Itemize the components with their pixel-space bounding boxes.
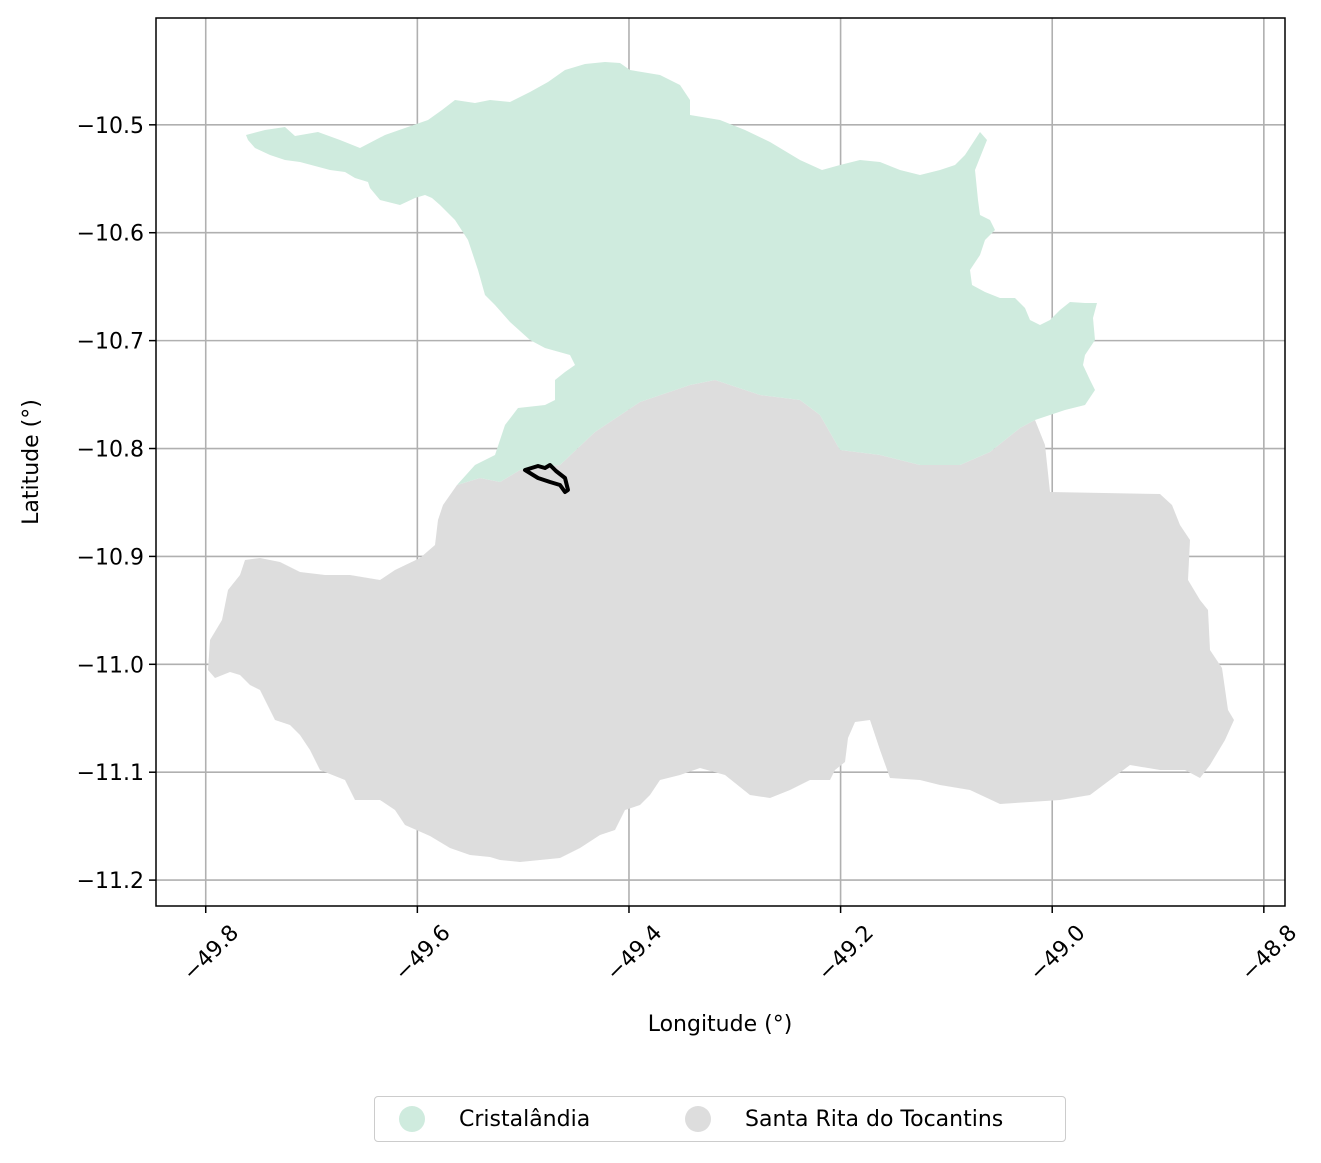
x-tick-label: −49.8	[179, 921, 244, 986]
y-axis-title: Latitude (°)	[19, 399, 44, 525]
legend-label-santa-rita: Santa Rita do Tocantins	[745, 1106, 1004, 1132]
plot-frame	[155, 17, 1286, 907]
x-tick-label: −49.2	[813, 921, 878, 986]
santa-rita-do-tocantins-area[interactable]	[208, 380, 1234, 862]
y-tick-label: −10.7	[77, 330, 144, 355]
x-tick-label: −49.0	[1025, 921, 1090, 986]
legend-item-santa-rita[interactable]: Santa Rita do Tocantins	[685, 1097, 1003, 1141]
y-tick-label: −10.8	[77, 438, 144, 463]
y-tick-label: −10.9	[77, 545, 144, 570]
cristalandia-area[interactable]	[246, 62, 1097, 485]
x-axis-title: Longitude (°)	[648, 1012, 793, 1037]
legend: Cristalândia Santa Rita do Tocantins	[374, 1096, 1066, 1142]
y-tick-label: −10.5	[77, 114, 144, 139]
y-tick-label: −11.2	[77, 869, 144, 894]
x-tick-label: −48.8	[1237, 921, 1302, 986]
highlighted-boundary[interactable]	[523, 463, 570, 494]
legend-marker-cristalandia	[399, 1106, 425, 1132]
x-tick-label: −49.4	[602, 921, 667, 986]
legend-label-cristalandia: Cristalândia	[459, 1106, 591, 1132]
y-tick-label: −11.0	[77, 653, 144, 678]
legend-item-cristalandia[interactable]: Cristalândia	[399, 1097, 590, 1141]
y-axis-ticks: −10.5 −10.6 −10.7 −10.8 −10.9 −11.0 −11.1 −11.2	[77, 114, 156, 894]
y-tick-label: −11.1	[77, 761, 144, 786]
y-tick-label: −10.6	[77, 222, 144, 247]
legend-marker-santa-rita	[685, 1106, 711, 1132]
x-axis-ticks: −49.8 −49.6 −49.4 −49.2 −49.0 −48.8	[179, 906, 1302, 986]
x-tick-label: −49.6	[390, 921, 455, 986]
